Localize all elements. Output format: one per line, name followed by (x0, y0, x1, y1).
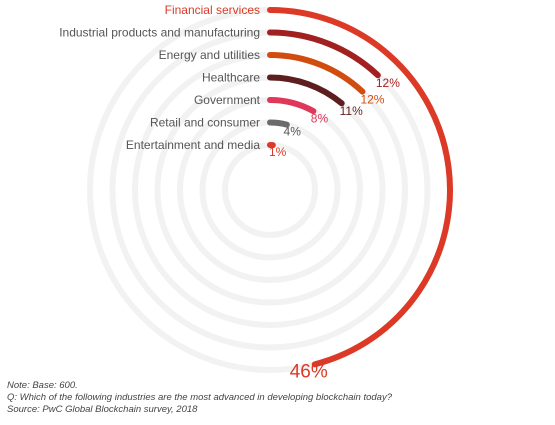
bar-arc (267, 29, 381, 79)
bar-arc (267, 52, 366, 95)
category-label: Retail and consumer (150, 116, 260, 130)
bar-arc (267, 7, 453, 368)
category-label: Entertainment and media (126, 138, 260, 152)
category-label: Energy and utilities (159, 48, 260, 62)
value-label: 11% (340, 104, 363, 118)
value-label: 12% (376, 76, 400, 90)
chart-bars (267, 7, 453, 368)
category-label: Financial services (165, 3, 260, 17)
chart-notes: Note: Base: 600. Q: Which of the followi… (7, 380, 547, 416)
value-label: 46% (290, 361, 328, 382)
value-label: 8% (311, 112, 329, 126)
value-labels: 46%12%12%11%8%4%1% (269, 76, 400, 382)
bar-arc (267, 74, 345, 107)
category-labels: Financial services Industrial products an… (59, 3, 260, 152)
category-label: Healthcare (202, 71, 260, 85)
category-label: Industrial products and manufacturing (59, 26, 260, 40)
note-source: Source: PwC Global Blockchain survey, 20… (7, 404, 198, 415)
bar-arc (267, 97, 317, 115)
note-question: Q: Which of the following industries are… (7, 392, 392, 403)
value-label: 12% (360, 92, 384, 106)
value-label: 1% (269, 145, 287, 159)
value-label: 4% (284, 125, 302, 139)
category-label: Government (194, 93, 261, 107)
note-base: Note: Base: 600. (7, 380, 78, 391)
bar-arc (267, 119, 290, 128)
